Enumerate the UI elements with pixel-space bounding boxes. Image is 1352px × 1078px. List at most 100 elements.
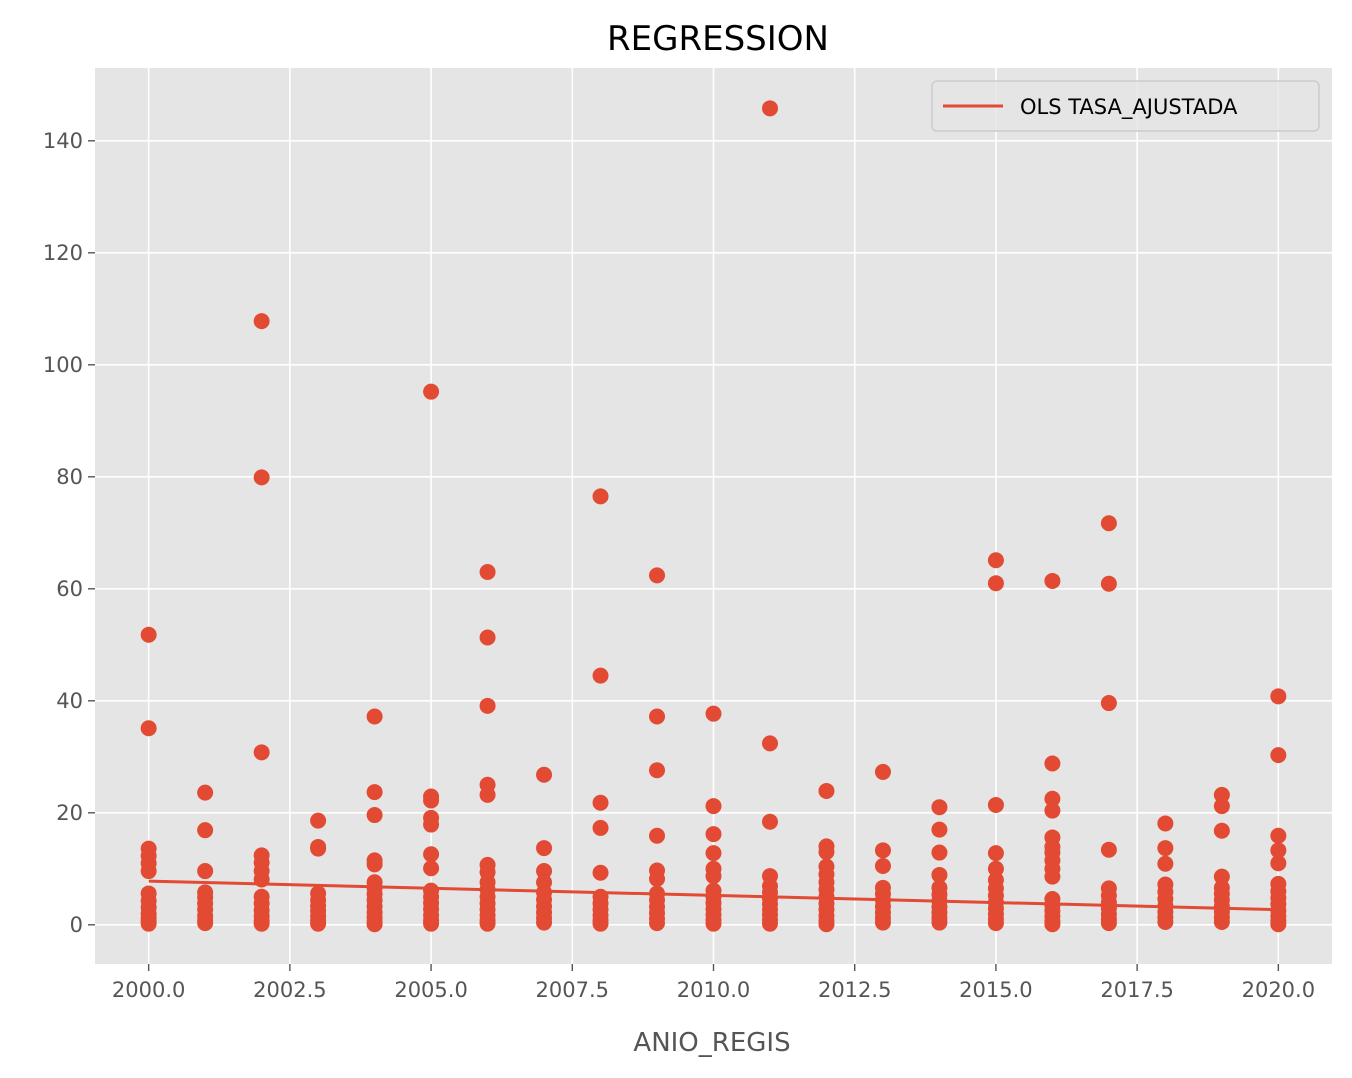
scatter-point (253, 313, 270, 330)
scatter-point (310, 812, 327, 829)
x-tick-label: 2007.5 (536, 978, 609, 1002)
scatter-point (1213, 798, 1230, 815)
regression-line (148, 879, 1279, 912)
scatter-point (592, 667, 609, 684)
scatter-point (1100, 915, 1117, 932)
scatter-point (1044, 790, 1061, 807)
x-tick-label: 2012.5 (818, 978, 891, 1002)
scatter-point (987, 575, 1004, 592)
scatter-point (310, 915, 327, 932)
scatter-point (649, 567, 666, 584)
legend: OLS TASA_AJUSTADA (931, 80, 1320, 132)
scatter-point (1157, 855, 1174, 872)
scatter-point (366, 856, 383, 873)
scatter-point (1213, 822, 1230, 839)
scatter-point (987, 915, 1004, 932)
x-tick-label: 2002.5 (253, 978, 326, 1002)
scatter-point (1044, 868, 1061, 885)
scatter-point (479, 697, 496, 714)
scatter-point (310, 840, 327, 857)
scatter-point (649, 762, 666, 779)
scatter-point (536, 914, 553, 931)
scatter-point (536, 766, 553, 783)
scatter-point (931, 799, 948, 816)
y-tick-label: 0 (70, 913, 83, 937)
scatter-point (479, 564, 496, 580)
scatter-point (761, 735, 778, 752)
scatter-point (874, 858, 891, 874)
y-tick-label: 60 (56, 577, 83, 601)
scatter-point (649, 827, 666, 844)
y-tick-label: 100 (43, 353, 83, 377)
scatter-point (366, 807, 383, 824)
x-tick-label: 2000.0 (112, 978, 185, 1002)
scatter-point (818, 782, 835, 799)
scatter-point (140, 720, 157, 737)
scatter-point (1044, 802, 1061, 819)
scatter-point (705, 798, 722, 815)
scatter-point (366, 916, 383, 933)
x-tick-label: 2017.5 (1100, 978, 1173, 1002)
scatter-point (931, 844, 948, 861)
scatter-point (705, 826, 722, 843)
scatter-point (931, 866, 948, 883)
scatter-point (1270, 855, 1287, 872)
scatter-point (197, 915, 214, 932)
scatter-point (366, 784, 383, 801)
scatter-point (1213, 914, 1230, 930)
scatter-point (1044, 916, 1061, 933)
scatter-point (479, 629, 496, 646)
scatter-point (1044, 572, 1061, 589)
scatter-point (536, 863, 553, 880)
scatter-point (140, 863, 157, 880)
scatter-point (592, 864, 609, 881)
scatter-point (874, 914, 891, 931)
scatter-point (366, 708, 383, 725)
y-tick-label: 20 (56, 801, 83, 825)
scatter-point (987, 860, 1004, 877)
scatter-point (1270, 827, 1287, 844)
x-tick-label: 2005.0 (394, 978, 467, 1002)
scatter-point (423, 860, 440, 877)
scatter-point (423, 915, 440, 932)
scatter-point (705, 705, 722, 722)
scatter-point (197, 822, 214, 839)
scatter-point (761, 100, 778, 117)
y-tick-label: 120 (43, 241, 83, 265)
y-tick-label: 80 (56, 465, 83, 489)
scatter-point (253, 915, 270, 932)
scatter-point (1157, 840, 1174, 857)
scatter-point (536, 840, 553, 857)
scatter-point (987, 552, 1004, 569)
scatter-point (987, 796, 1004, 813)
scatter-point (931, 821, 948, 838)
scatter-point (423, 846, 440, 863)
scatter-point (1213, 868, 1230, 885)
scatter-point (197, 863, 214, 880)
scatter-point (1270, 688, 1287, 705)
legend-box (931, 80, 1320, 132)
y-tick-label: 40 (56, 689, 83, 713)
scatter-point (140, 915, 157, 932)
scatter-point (423, 816, 440, 833)
scatter-point (1213, 786, 1230, 803)
scatter-point (1270, 747, 1287, 764)
scatter-point (761, 915, 778, 932)
scatter-point (592, 915, 609, 932)
scatter-point (1100, 575, 1117, 592)
scatter-point (1157, 914, 1174, 930)
scatter-point (1157, 815, 1174, 832)
scatter-point (761, 813, 778, 830)
scatter-point (479, 915, 496, 932)
y-axis: 0 20 40 60 80 100 120 140 (43, 129, 95, 937)
scatter-point (874, 842, 891, 859)
x-tick-label: 2010.0 (677, 978, 750, 1002)
scatter-point (1044, 755, 1061, 772)
chart-title: REGRESSION (607, 19, 829, 59)
scatter-point (253, 744, 270, 761)
scatter-point (649, 870, 666, 887)
x-axis-label: ANIO_REGIS (633, 1028, 790, 1058)
scatter-point (987, 845, 1004, 862)
y-tick-label: 140 (43, 129, 83, 153)
